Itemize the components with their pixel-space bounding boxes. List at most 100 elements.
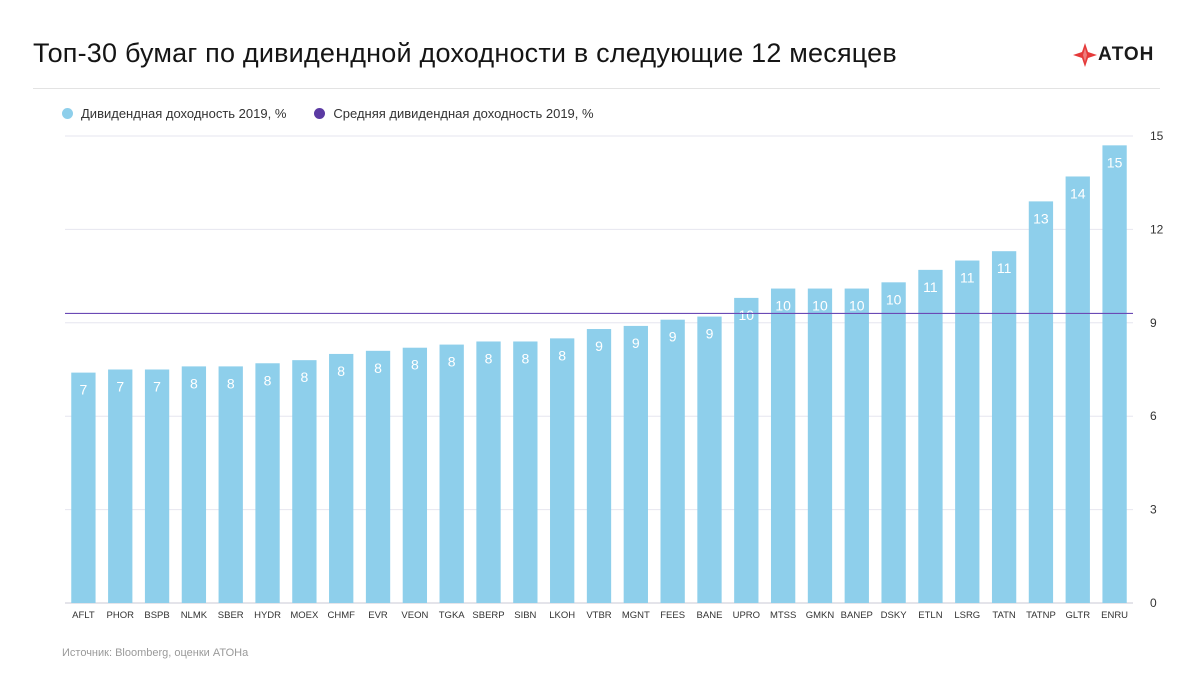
bar-value-label: 13 xyxy=(1033,210,1049,226)
bar xyxy=(1028,201,1054,603)
x-category-label: DSKY xyxy=(881,610,908,621)
x-category-label: PHOR xyxy=(107,610,135,621)
x-category-label: TATNP xyxy=(1026,610,1056,621)
bar-value-label: 7 xyxy=(80,382,88,398)
bar xyxy=(807,288,833,603)
x-category-label: BANEP xyxy=(841,610,873,621)
bar xyxy=(991,251,1017,603)
bar-value-label: 8 xyxy=(190,375,198,391)
bar xyxy=(292,360,317,603)
bar-value-label: 9 xyxy=(632,335,640,351)
x-category-label: MOEX xyxy=(290,610,319,621)
bar xyxy=(660,319,685,603)
bar xyxy=(513,341,538,603)
legend: Дивидендная доходность 2019, % Средняя д… xyxy=(62,106,594,121)
bar-value-label: 11 xyxy=(960,270,975,286)
legend-yield-label: Дивидендная доходность 2019, % xyxy=(81,106,287,121)
bar-value-label: 8 xyxy=(337,363,345,379)
bar xyxy=(476,341,501,603)
bar xyxy=(255,363,280,603)
bar xyxy=(108,369,133,603)
x-category-label: SBER xyxy=(218,610,244,621)
bar-value-label: 8 xyxy=(485,350,493,366)
x-category-label: GMKN xyxy=(806,610,835,621)
bar-value-label: 10 xyxy=(886,291,902,307)
bar-value-label: 7 xyxy=(153,379,161,395)
y-tick-label: 15 xyxy=(1150,129,1164,143)
bar xyxy=(918,269,943,603)
bar xyxy=(218,366,243,603)
bar xyxy=(770,288,796,603)
bar-value-label: 14 xyxy=(1070,185,1086,201)
x-category-label: CHMF xyxy=(327,610,355,621)
bar-value-label: 10 xyxy=(739,307,755,323)
bar-value-label: 8 xyxy=(411,357,419,373)
aton-logo-icon xyxy=(1073,43,1097,67)
y-tick-label: 9 xyxy=(1150,316,1157,330)
y-tick-label: 6 xyxy=(1150,409,1157,423)
bar xyxy=(71,372,96,603)
bar xyxy=(734,297,759,603)
bar-value-label: 10 xyxy=(849,298,865,314)
chart-title: Топ-30 бумаг по дивидендной доходности в… xyxy=(33,38,897,68)
bar xyxy=(144,369,170,603)
bar xyxy=(329,353,354,603)
x-category-label: BANE xyxy=(697,610,723,621)
bar-value-label: 9 xyxy=(595,338,603,354)
bar xyxy=(697,316,722,603)
bar-value-label: 11 xyxy=(923,279,938,295)
bar-value-label: 9 xyxy=(669,329,677,345)
legend-item-average: Средняя дивидендная доходность 2019, % xyxy=(314,106,594,121)
legend-yield-dot xyxy=(62,108,73,119)
bar xyxy=(586,329,612,603)
bar-value-label: 8 xyxy=(374,360,382,376)
x-category-label: NLMK xyxy=(181,610,208,621)
bar-value-label: 10 xyxy=(775,298,791,314)
bar-value-label: 9 xyxy=(706,326,714,342)
legend-average-dot xyxy=(314,108,326,119)
x-category-label: VEON xyxy=(401,610,428,621)
bar xyxy=(439,344,464,603)
bar xyxy=(365,350,391,603)
x-category-label: MTSS xyxy=(770,610,796,621)
x-category-label: UPRO xyxy=(733,610,760,621)
x-category-label: TATN xyxy=(992,610,1016,621)
bar-value-label: 15 xyxy=(1107,154,1123,170)
logo-text: АТОН xyxy=(1098,44,1155,65)
x-category-label: SBERP xyxy=(472,610,504,621)
y-tick-label: 12 xyxy=(1150,222,1164,236)
bar-value-label: 7 xyxy=(116,379,124,395)
bar xyxy=(402,347,428,603)
x-category-label: SIBN xyxy=(514,610,536,621)
bar-value-label: 11 xyxy=(997,260,1012,276)
bar-value-label: 8 xyxy=(448,354,456,370)
bar-value-label: 8 xyxy=(300,369,308,385)
x-category-label: GLTR xyxy=(1065,610,1090,621)
x-category-label: MGNT xyxy=(622,610,650,621)
x-category-label: BSPB xyxy=(144,610,169,621)
x-category-label: TGKA xyxy=(439,610,466,621)
header-divider xyxy=(33,88,1160,89)
x-category-label: AFLT xyxy=(72,610,95,621)
y-tick-label: 0 xyxy=(1150,596,1157,610)
x-category-label: HYDR xyxy=(254,610,281,621)
bar-value-label: 10 xyxy=(812,298,828,314)
bar xyxy=(623,325,648,603)
x-category-label: EVR xyxy=(368,610,388,621)
bar xyxy=(1102,145,1127,603)
bar-value-label: 8 xyxy=(521,350,529,366)
x-category-label: FEES xyxy=(660,610,685,621)
bar xyxy=(844,288,869,603)
bar xyxy=(955,260,980,603)
bar xyxy=(1065,176,1090,603)
bar-value-label: 8 xyxy=(558,347,566,363)
source-note: Источник: Bloomberg, оценки АТОНа xyxy=(62,647,249,659)
x-category-label: LSRG xyxy=(954,610,980,621)
bar-value-label: 8 xyxy=(264,372,272,388)
x-category-label: ETLN xyxy=(918,610,942,621)
x-category-label: VTBR xyxy=(586,610,611,621)
x-category-label: ENRU xyxy=(1101,610,1128,621)
x-category-label: LKOH xyxy=(549,610,575,621)
aton-logo: АТОН xyxy=(1072,40,1154,70)
legend-item-yield: Дивидендная доходность 2019, % xyxy=(62,106,286,121)
